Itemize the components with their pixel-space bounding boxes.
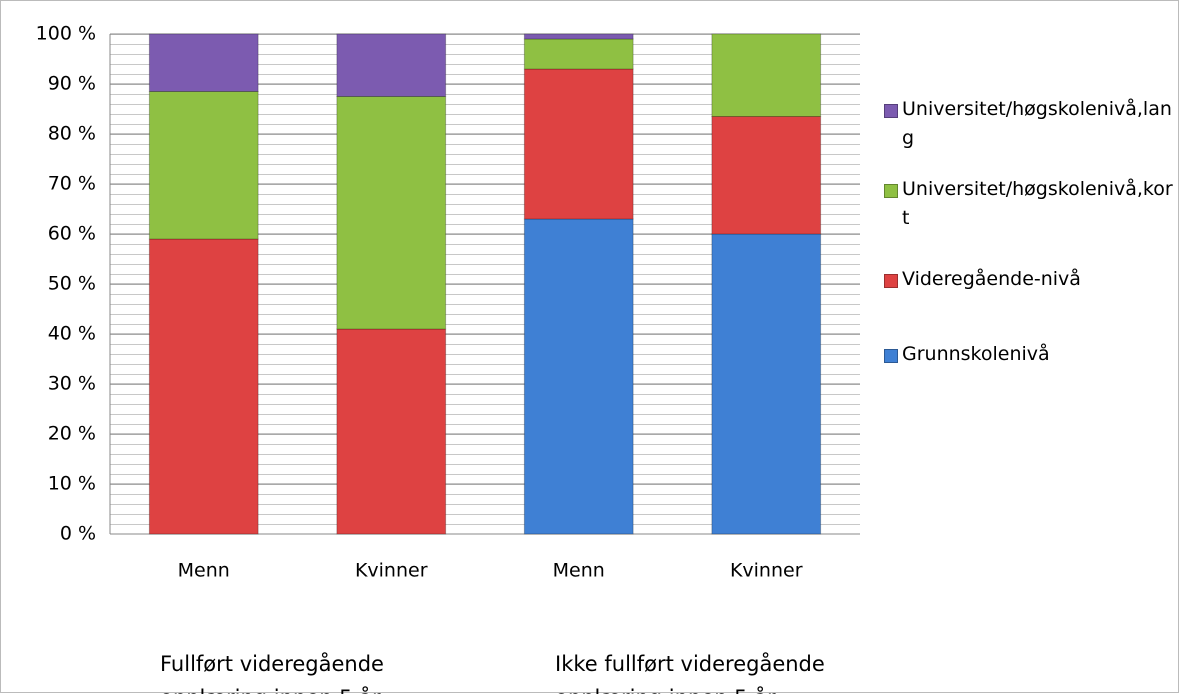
- bar-segment: [148, 238, 259, 535]
- y-tick-label: 10 %: [48, 473, 96, 495]
- y-tick-label: 50 %: [48, 273, 96, 295]
- y-tick-label: 60 %: [48, 223, 96, 245]
- group-label: Fullført videregående opplæring innen 5 …: [160, 652, 384, 694]
- y-tick-label: 100 %: [36, 23, 96, 45]
- y-tick-label: 40 %: [48, 323, 96, 345]
- y-tick-label: 70 %: [48, 173, 96, 195]
- legend-item: Grunnskolenivå: [884, 340, 1177, 369]
- legend-label: Universitet/høgskolenivå,kort: [902, 178, 1173, 229]
- bar-segment: [148, 91, 259, 240]
- x-tick-label: Kvinner: [730, 560, 803, 582]
- x-tick-label: Menn: [178, 560, 230, 582]
- y-tick-label: 20 %: [48, 423, 96, 445]
- legend-swatch: [884, 104, 898, 118]
- bar-segment: [336, 96, 447, 330]
- legend-label: Grunnskolenivå: [902, 343, 1050, 365]
- legend-item: Videregående-nivå: [884, 265, 1177, 294]
- bar-segment: [523, 218, 634, 535]
- bar-segment: [711, 233, 822, 535]
- legend-item: Universitet/høgskolenivå,kort: [884, 175, 1177, 233]
- legend-label: Universitet/høgskolenivå,lang: [902, 98, 1172, 149]
- legend-swatch: [884, 274, 898, 288]
- bar-segment: [711, 116, 822, 235]
- y-tick-label: 30 %: [48, 373, 96, 395]
- legend-swatch: [884, 184, 898, 198]
- bar-segment: [523, 38, 634, 70]
- group-label: Ikke fullført videregående opplæring inn…: [555, 652, 825, 694]
- x-tick-label: Menn: [553, 560, 605, 582]
- x-tick-label: Kvinner: [355, 560, 428, 582]
- bar-segment: [336, 33, 447, 97]
- y-tick-label: 90 %: [48, 73, 96, 95]
- y-tick-label: 0 %: [60, 523, 96, 545]
- y-tick-label: 80 %: [48, 123, 96, 145]
- bar-segment: [711, 33, 822, 117]
- bar-segment: [148, 33, 259, 92]
- legend-item: Universitet/høgskolenivå,lang: [884, 95, 1177, 153]
- bar-segment: [336, 328, 447, 535]
- bar-segment: [523, 33, 634, 40]
- legend-label: Videregående-nivå: [902, 268, 1081, 290]
- legend-swatch: [884, 349, 898, 363]
- bar-segment: [523, 68, 634, 220]
